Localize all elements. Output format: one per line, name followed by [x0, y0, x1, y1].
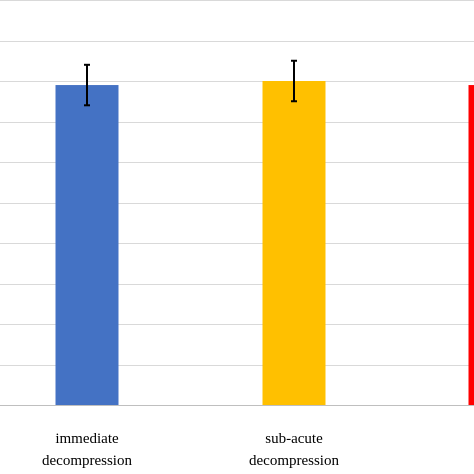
error-bar	[84, 63, 90, 107]
error-bar	[291, 59, 297, 103]
category-labels: immediate decompression sub-acute decompres…	[42, 431, 339, 469]
bar	[468, 85, 474, 406]
error-bars	[84, 59, 297, 107]
bars	[55, 81, 474, 406]
bar	[262, 81, 326, 405]
x-tick-label: immediate decompression	[42, 431, 132, 469]
bar	[55, 85, 119, 406]
x-tick-label: sub-acute decompression	[249, 431, 339, 469]
